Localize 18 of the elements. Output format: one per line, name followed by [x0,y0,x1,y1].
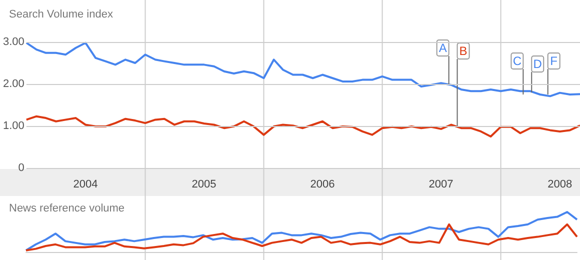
y-tick-label: 3.00 [2,36,24,48]
line-series [25,42,580,98]
line-series [25,115,580,138]
annotation: A [438,41,447,55]
annotation: B [459,44,468,58]
text: Search Volume index [9,8,114,20]
x-tick-label: 2007 [428,178,454,190]
annotation: C [512,54,522,68]
y-tick-label: 2.00 [2,78,24,90]
y-tick-label: 1.00 [2,120,24,132]
chart-title: News reference volume [9,202,125,214]
annotation: D [533,57,542,71]
x-tick-label: 2008 [548,178,572,190]
x-tick-label: 2004 [73,178,98,190]
y-tick-label: 0 [18,162,24,174]
annotation: F [550,54,558,68]
x-tick-label: 2006 [310,178,335,190]
x-tick-label: 2005 [192,178,216,190]
